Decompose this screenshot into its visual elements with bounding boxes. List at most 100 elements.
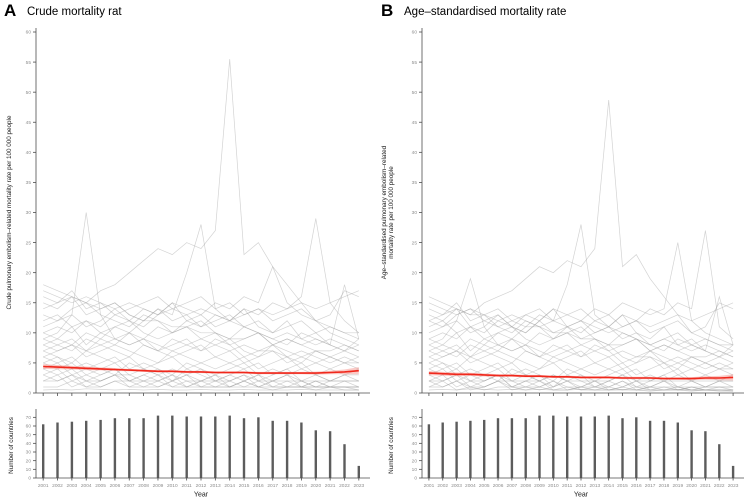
country-line bbox=[43, 380, 359, 388]
y-axis-label: mortality rate per 100 000 people bbox=[388, 166, 395, 259]
country-line bbox=[428, 344, 734, 370]
country-line bbox=[428, 388, 734, 391]
bar bbox=[242, 418, 246, 478]
bar bbox=[648, 420, 652, 478]
country-line bbox=[428, 380, 734, 392]
bar bbox=[300, 422, 303, 478]
y-tick-label: 30 bbox=[26, 450, 32, 456]
year-tick-label: 2010 bbox=[548, 483, 559, 489]
y-tick-label: 10 bbox=[26, 331, 32, 337]
year-tick-label: 2004 bbox=[465, 483, 476, 489]
year-tick-label: 2005 bbox=[95, 483, 106, 489]
panel-a: A Crude mortality rat 0 5 10 15 20 25 30 35 40 45… bbox=[0, 0, 376, 499]
y-tick-label: 15 bbox=[26, 300, 32, 306]
country-line bbox=[43, 302, 360, 352]
country-line bbox=[428, 350, 734, 376]
country-line bbox=[428, 242, 734, 346]
country-line bbox=[43, 338, 359, 364]
axes bbox=[419, 409, 744, 481]
year-tick-label: 2002 bbox=[437, 483, 448, 489]
axes bbox=[33, 409, 370, 481]
x-axis-label: Year bbox=[194, 492, 209, 499]
y-tick-label: 10 bbox=[412, 467, 418, 473]
bar bbox=[357, 465, 360, 478]
y-tick-label: 0 bbox=[28, 476, 31, 482]
year-tick-label: 2002 bbox=[52, 483, 63, 489]
country-line bbox=[43, 362, 359, 388]
y-tick-label: 60 bbox=[26, 30, 32, 36]
year-tick-label: 2014 bbox=[603, 483, 614, 489]
year-tick-label: 2004 bbox=[81, 483, 92, 489]
year-tick-label: 2018 bbox=[282, 483, 293, 489]
year-tick-label: 2021 bbox=[700, 483, 711, 489]
y-tick-label: 30 bbox=[412, 450, 418, 456]
year-tick-label: 2007 bbox=[124, 483, 135, 489]
bar bbox=[469, 420, 472, 478]
year-tick-label: 2014 bbox=[224, 483, 235, 489]
year-tick-label: 2011 bbox=[562, 483, 573, 489]
trend-line bbox=[428, 372, 734, 380]
year-tick-label: 2011 bbox=[181, 483, 192, 489]
country-line bbox=[43, 344, 359, 370]
country-line bbox=[428, 295, 734, 352]
bar bbox=[228, 415, 231, 478]
country-line bbox=[43, 388, 359, 391]
year-tick-label: 2003 bbox=[67, 483, 78, 489]
y-tick-label: 40 bbox=[26, 150, 32, 156]
country-line bbox=[43, 59, 359, 346]
bar bbox=[510, 418, 514, 478]
crude-mortality-line-chart: 0 5 10 15 20 25 30 35 40 45 50 55 60 Crude pulmonary … bbox=[6, 28, 370, 397]
bar bbox=[662, 420, 666, 478]
country-lines bbox=[43, 59, 360, 391]
bar bbox=[70, 421, 74, 478]
bar bbox=[328, 431, 332, 478]
panel-b-title: Age–standardised mortality rate bbox=[404, 6, 567, 18]
y-tick-label: 20 bbox=[26, 270, 32, 276]
y-tick-label: 50 bbox=[412, 432, 418, 438]
year-tick-label: 2016 bbox=[631, 483, 642, 489]
bar bbox=[42, 424, 45, 478]
y-tick-label: 20 bbox=[412, 458, 418, 464]
bar bbox=[271, 420, 274, 478]
bar bbox=[113, 418, 117, 478]
bar bbox=[343, 444, 346, 478]
country-line bbox=[43, 356, 359, 382]
y-tick-label: 10 bbox=[412, 331, 418, 337]
year-tick-label: 2018 bbox=[659, 483, 670, 489]
bar bbox=[128, 418, 131, 478]
bars bbox=[42, 415, 360, 478]
bar bbox=[214, 416, 217, 478]
y-tick-label: 10 bbox=[26, 467, 32, 473]
year-tick-label: 2006 bbox=[493, 483, 504, 489]
age-standardised-mortality-line-chart: 0 5 10 15 20 25 30 35 40 45 50 55 60 Age–standardised… bbox=[381, 28, 744, 397]
axes bbox=[33, 28, 370, 396]
y-tick-label: 40 bbox=[412, 441, 418, 447]
y-tick-label: 55 bbox=[412, 60, 418, 66]
trend-line bbox=[43, 365, 359, 374]
y-tick-label: 50 bbox=[26, 432, 32, 438]
bar bbox=[538, 415, 541, 478]
year-tick-label: 2020 bbox=[310, 483, 321, 489]
bar bbox=[566, 416, 569, 478]
y-tick-label: 20 bbox=[412, 270, 418, 276]
bar bbox=[56, 422, 59, 478]
bar bbox=[607, 415, 610, 478]
y-tick-label: 40 bbox=[412, 150, 418, 156]
y-tick-label: 0 bbox=[414, 476, 417, 482]
y-axis-label: Number of countries bbox=[388, 417, 395, 474]
y-tick-labels: 0 5 10 15 20 25 30 35 40 45 50 55 60 bbox=[412, 30, 418, 397]
y-tick-label: 5 bbox=[414, 361, 417, 367]
country-line bbox=[428, 368, 734, 391]
country-line bbox=[43, 224, 359, 352]
country-line bbox=[428, 308, 734, 358]
country-line bbox=[428, 362, 734, 388]
year-tick-label: 2012 bbox=[196, 483, 207, 489]
country-line bbox=[43, 374, 359, 391]
country-line bbox=[43, 290, 359, 322]
y-tick-label: 25 bbox=[26, 240, 32, 246]
bar bbox=[676, 422, 679, 478]
bar bbox=[483, 419, 486, 478]
bar bbox=[257, 417, 260, 478]
